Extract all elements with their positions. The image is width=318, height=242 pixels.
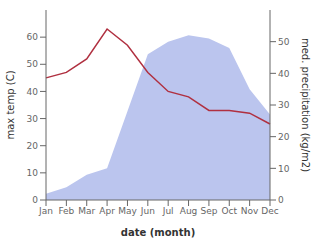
svg-text:20: 20 <box>278 132 290 142</box>
svg-text:Aug: Aug <box>180 206 198 216</box>
svg-text:med. precipitation (kg/m2): med. precipitation (kg/m2) <box>300 38 310 172</box>
svg-text:date (month): date (month) <box>121 227 195 238</box>
svg-text:40: 40 <box>27 87 39 97</box>
svg-text:10: 10 <box>278 164 290 174</box>
svg-text:50: 50 <box>278 37 290 47</box>
svg-text:May: May <box>118 206 137 216</box>
svg-text:40: 40 <box>278 69 290 79</box>
svg-text:Feb: Feb <box>58 206 74 216</box>
svg-text:30: 30 <box>27 114 39 124</box>
svg-text:Apr: Apr <box>99 206 115 216</box>
svg-text:Mar: Mar <box>78 206 95 216</box>
svg-text:Jul: Jul <box>162 206 174 216</box>
svg-text:Dec: Dec <box>261 206 278 216</box>
svg-text:10: 10 <box>27 168 39 178</box>
svg-text:0: 0 <box>32 195 38 205</box>
svg-text:Oct: Oct <box>221 206 237 216</box>
svg-text:20: 20 <box>27 141 39 151</box>
svg-text:50: 50 <box>27 59 39 69</box>
svg-text:Jun: Jun <box>140 206 155 216</box>
svg-text:Jan: Jan <box>38 206 53 216</box>
svg-text:60: 60 <box>27 32 39 42</box>
svg-text:max temp (C): max temp (C) <box>8 70 16 139</box>
svg-text:0: 0 <box>278 195 284 205</box>
svg-text:Nov: Nov <box>241 206 259 216</box>
svg-text:30: 30 <box>278 100 290 110</box>
svg-text:Sep: Sep <box>200 206 217 216</box>
